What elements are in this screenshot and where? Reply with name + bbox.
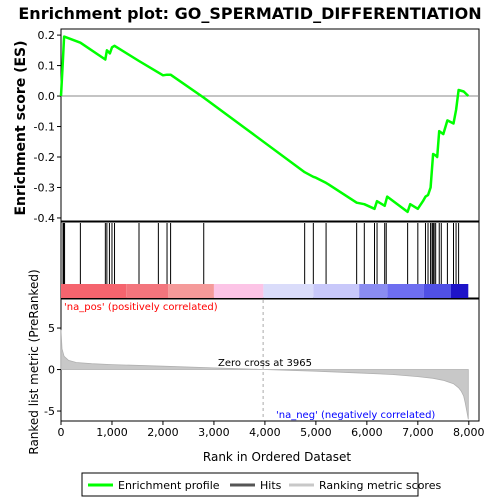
x-tick-label: 5,000 <box>300 426 332 439</box>
es-y-tick-label: -0.1 <box>34 121 55 134</box>
es-y-tick-label: -0.3 <box>34 181 55 194</box>
gradient-segment <box>387 284 424 298</box>
gradient-segment <box>423 284 451 298</box>
gradient-segment <box>359 284 388 298</box>
hits-marks <box>62 223 460 284</box>
pos-correlated-label: 'na_pos' (positively correlated) <box>64 302 218 313</box>
rank-y-tick-label: 5 <box>48 322 55 335</box>
enrichment-profile-series <box>59 35 470 214</box>
es-y-tick-label: 0.0 <box>38 90 56 103</box>
rank-y-axis-ticks: -5 0 5 <box>44 322 61 418</box>
ranking-metric-series <box>60 329 469 420</box>
es-y-axis-ticks: -0.4 -0.3 -0.2 -0.1 0.0 0.1 0.2 <box>34 29 61 225</box>
gradient-segment <box>126 284 169 298</box>
rank-panel-frame <box>60 298 480 422</box>
gradient-segment <box>313 284 360 298</box>
chart-title: Enrichment plot: GO_SPERMATID_DIFFERENTI… <box>18 4 481 23</box>
es-y-tick-label: -0.2 <box>34 151 55 164</box>
legend-hits-label: Hits <box>260 479 282 492</box>
neg-correlated-label: 'na_neg' (negatively correlated) <box>276 410 435 421</box>
es-y-tick-label: 0.2 <box>38 29 56 42</box>
x-tick-label: 2,000 <box>147 426 179 439</box>
gradient-segment <box>213 284 264 298</box>
x-tick-label: 7,000 <box>402 426 434 439</box>
es-y-tick-label: -0.4 <box>34 212 55 225</box>
x-tick-label: 8,000 <box>453 426 485 439</box>
ranking-metric-area <box>60 329 469 420</box>
ranking-gradient-bar <box>61 284 469 298</box>
x-tick-label: 1,000 <box>96 426 128 439</box>
gradient-segment <box>450 284 469 298</box>
zero-cross-label: Zero cross at 3965 <box>218 358 312 369</box>
gradient-segment <box>61 284 127 298</box>
x-axis-ticks: 0 1,000 2,000 3,000 4,000 5,000 6,000 7,000 8,00… <box>58 421 485 439</box>
enrichment-profile-line <box>59 35 470 214</box>
x-tick-label: 3,000 <box>198 426 230 439</box>
es-y-axis-label: Enrichment score (ES) <box>13 40 29 215</box>
x-tick-label: 4,000 <box>249 426 281 439</box>
rank-y-tick-label: -5 <box>44 405 55 418</box>
x-tick-label: 0 <box>58 426 65 439</box>
legend: Enrichment profile Hits Ranking metric s… <box>81 472 441 497</box>
rank-y-axis-label: Ranked list metric (PreRanked) <box>27 269 41 454</box>
x-axis-label: Rank in Ordered Dataset <box>203 450 351 464</box>
gradient-segment <box>168 284 214 298</box>
legend-ranking-label: Ranking metric scores <box>319 479 441 492</box>
legend-enrichment-label: Enrichment profile <box>118 479 220 492</box>
es-panel-frame <box>60 28 480 222</box>
gradient-segment <box>263 284 314 298</box>
es-y-tick-label: 0.1 <box>38 60 56 73</box>
x-tick-label: 6,000 <box>351 426 383 439</box>
rank-y-tick-label: 0 <box>48 364 55 377</box>
